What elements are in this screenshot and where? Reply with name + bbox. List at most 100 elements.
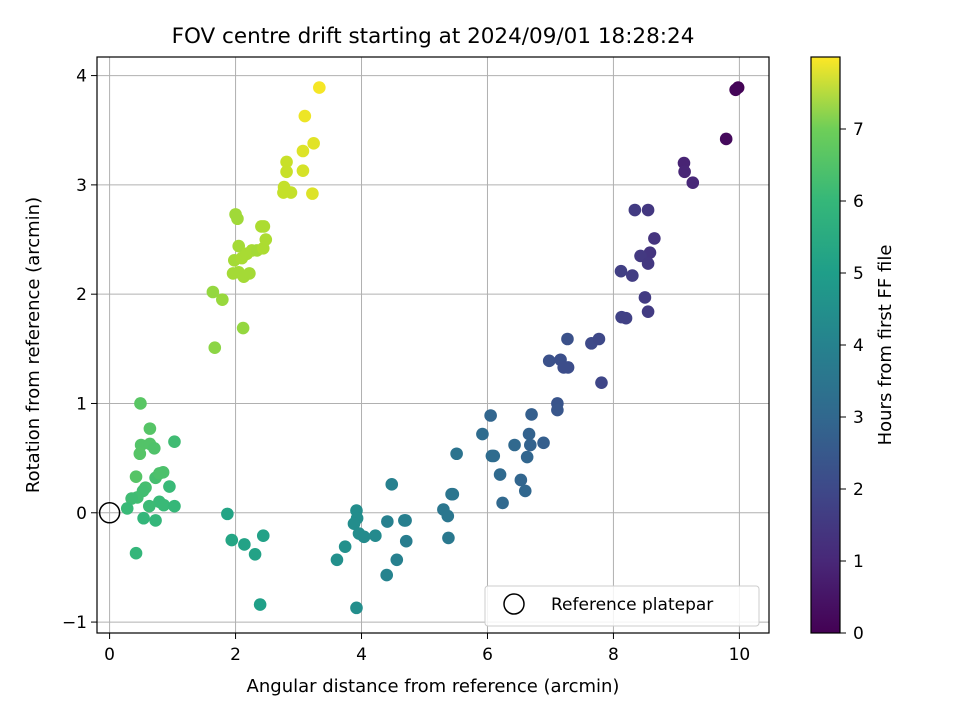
- data-point: [257, 220, 271, 233]
- data-point: [729, 83, 742, 97]
- data-point: [380, 568, 394, 582]
- data-point: [484, 409, 497, 422]
- data-point: [524, 438, 537, 452]
- y-tick-label: 4: [76, 67, 87, 87]
- data-point: [369, 529, 382, 543]
- data-point: [134, 397, 147, 410]
- data-point: [338, 540, 352, 553]
- data-point: [216, 293, 229, 306]
- data-point: [508, 438, 521, 452]
- data-point: [259, 233, 273, 246]
- data-point: [137, 511, 150, 525]
- data-point: [595, 376, 608, 390]
- y-tick-label: 1: [76, 394, 87, 414]
- data-point: [390, 553, 404, 567]
- data-point: [476, 427, 489, 441]
- data-point: [592, 332, 606, 346]
- data-point: [686, 176, 700, 189]
- data-point: [143, 422, 157, 435]
- data-point: [168, 499, 181, 513]
- data-point: [641, 203, 655, 217]
- data-point: [561, 361, 575, 374]
- colorbar-tick-label: 3: [853, 408, 864, 428]
- data-point: [525, 408, 538, 421]
- data-point: [236, 321, 250, 335]
- data-point: [243, 267, 256, 280]
- data-point: [628, 203, 642, 217]
- data-point: [446, 487, 460, 501]
- reference-point: [98, 502, 121, 524]
- data-point: [347, 517, 361, 531]
- data-point: [148, 441, 161, 455]
- colorbar: 0 1 2 3 4 5 6 7 Hours from first FF file: [810, 56, 896, 644]
- data-point: [399, 514, 412, 527]
- data-point: [248, 548, 262, 561]
- y-tick-label: −1: [62, 613, 87, 633]
- data-point: [142, 499, 156, 513]
- colorbar-ticks: 0 1 2 3 4 5 6 7: [840, 120, 864, 644]
- colorbar-tick-label: 4: [853, 336, 864, 356]
- data-point: [614, 264, 628, 278]
- data-points: [120, 81, 745, 615]
- data-point: [330, 553, 344, 567]
- colorbar-tick-label: 2: [853, 480, 864, 500]
- x-axis-label: Angular distance from reference (arcmin): [247, 676, 620, 697]
- data-point: [296, 164, 310, 177]
- data-point: [280, 155, 293, 169]
- data-point: [399, 534, 413, 548]
- data-point: [385, 478, 399, 491]
- data-point: [231, 212, 244, 226]
- x-tick-label: 8: [608, 645, 619, 665]
- data-point: [537, 436, 550, 450]
- legend-marker: [503, 593, 525, 615]
- data-point: [129, 546, 143, 560]
- data-point: [306, 187, 319, 200]
- data-point: [450, 447, 463, 461]
- legend-label: Reference platepar: [551, 595, 713, 615]
- data-point: [518, 484, 532, 498]
- data-point: [485, 449, 499, 463]
- legend-box: [484, 585, 760, 627]
- x-axis-ticks: 0 2 4 6 8 10: [104, 633, 750, 665]
- data-point: [238, 538, 251, 551]
- data-point: [313, 81, 326, 94]
- data-point: [442, 531, 455, 545]
- data-point: [296, 144, 310, 158]
- plot-frame: [96, 56, 770, 634]
- y-tick-label: 3: [76, 176, 87, 196]
- colorbar-tick-label: 1: [853, 552, 864, 572]
- data-point: [678, 165, 691, 179]
- data-point: [206, 285, 220, 299]
- data-point: [307, 137, 320, 150]
- data-point: [253, 598, 267, 611]
- data-point: [648, 232, 661, 245]
- data-point: [120, 502, 134, 515]
- data-point: [626, 269, 639, 282]
- x-tick-label: 0: [104, 645, 115, 665]
- data-point: [514, 473, 528, 487]
- x-tick-label: 10: [729, 645, 751, 665]
- data-point: [129, 470, 143, 484]
- chart-title: FOV centre drift starting at 2024/09/01 …: [172, 24, 695, 49]
- data-point: [149, 514, 162, 527]
- grid-lines: [97, 57, 769, 633]
- y-tick-label: 0: [76, 504, 87, 524]
- colorbar-tick-label: 5: [853, 264, 864, 284]
- data-point: [168, 435, 181, 449]
- data-point: [522, 427, 536, 441]
- data-point: [153, 467, 166, 480]
- data-point: [381, 515, 394, 528]
- colorbar-tick-label: 0: [853, 624, 864, 644]
- data-point: [641, 257, 655, 270]
- data-point: [719, 132, 733, 146]
- y-axis-ticks: −1 0 1 2 3 4: [62, 67, 97, 633]
- data-point: [221, 507, 234, 521]
- y-tick-label: 2: [76, 285, 87, 305]
- data-point: [638, 291, 652, 304]
- data-point: [256, 529, 270, 543]
- data-point: [561, 332, 574, 346]
- data-point: [357, 530, 371, 544]
- data-point: [542, 354, 556, 368]
- data-point: [125, 492, 138, 505]
